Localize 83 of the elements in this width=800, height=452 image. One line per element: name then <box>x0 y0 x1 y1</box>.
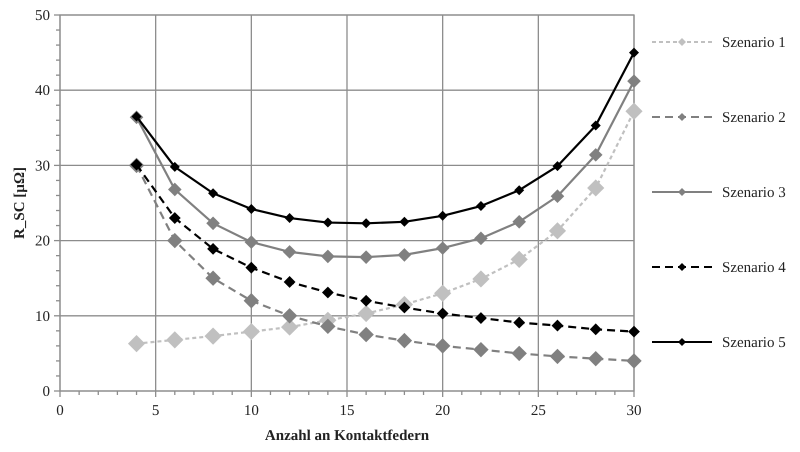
x-tick-label: 15 <box>340 403 354 419</box>
point <box>436 241 450 255</box>
point <box>398 302 410 314</box>
point <box>590 120 601 131</box>
point <box>472 270 490 288</box>
point <box>398 248 412 262</box>
point <box>207 242 219 255</box>
point <box>550 189 564 204</box>
y-tick-label: 30 <box>35 158 50 174</box>
point <box>588 350 604 366</box>
point <box>552 161 562 172</box>
point <box>590 323 602 336</box>
point <box>284 213 295 224</box>
point <box>245 262 258 274</box>
legend-label: Szenario 5 <box>722 335 786 351</box>
legend-label: Szenario 3 <box>722 185 786 201</box>
legend-label: Szenario 1 <box>722 35 786 51</box>
point <box>510 250 528 268</box>
point <box>512 215 526 229</box>
point <box>322 218 333 228</box>
point <box>321 250 335 264</box>
point <box>434 284 452 302</box>
point <box>550 348 566 364</box>
point <box>205 270 221 286</box>
point <box>438 210 448 221</box>
point <box>358 304 375 322</box>
point <box>168 212 181 224</box>
x-tick-label: 10 <box>244 403 259 419</box>
point <box>170 162 180 172</box>
point <box>322 286 334 298</box>
point <box>360 294 372 307</box>
point <box>128 335 146 352</box>
y-tick-label: 10 <box>35 308 50 325</box>
point <box>282 245 296 259</box>
x-tick-label: 20 <box>435 403 450 419</box>
point <box>434 338 450 354</box>
point <box>246 204 256 214</box>
point <box>587 179 604 197</box>
point <box>167 232 182 248</box>
point <box>361 218 372 228</box>
point <box>206 216 220 230</box>
point <box>475 312 487 324</box>
point <box>473 342 489 358</box>
point <box>399 216 410 227</box>
point <box>628 326 640 338</box>
point <box>474 232 488 246</box>
point <box>282 308 298 324</box>
x-tick-label: 0 <box>56 403 64 419</box>
point <box>476 201 486 212</box>
point <box>284 276 296 288</box>
point <box>513 316 526 328</box>
x-tick-label: 5 <box>152 403 160 419</box>
point <box>629 48 639 58</box>
x-tick-label: 25 <box>530 403 546 419</box>
point <box>396 332 412 348</box>
x-tick-label: 30 <box>626 403 642 419</box>
y-axis-title: R_SC [µΩ] <box>12 167 28 239</box>
legend-label: Szenario 2 <box>722 110 786 126</box>
point <box>359 250 373 264</box>
point <box>552 320 564 332</box>
point <box>514 185 524 196</box>
point <box>168 182 182 196</box>
point <box>512 346 527 362</box>
point <box>208 188 218 198</box>
point <box>204 328 222 345</box>
point <box>627 74 641 88</box>
y-tick-label: 50 <box>35 8 50 24</box>
point <box>548 222 566 240</box>
x-axis-title: Anzahl an Kontaktfedern <box>264 428 430 444</box>
y-tick-label: 0 <box>42 384 50 400</box>
point <box>244 235 258 249</box>
point <box>320 318 336 334</box>
point <box>242 322 260 340</box>
point <box>358 326 374 342</box>
point <box>244 293 260 308</box>
point <box>588 148 603 162</box>
point <box>625 102 643 120</box>
y-tick-label: 20 <box>35 234 50 250</box>
point <box>626 353 642 369</box>
point <box>436 308 449 320</box>
y-tick-label: 40 <box>35 83 50 100</box>
legend-label: Szenario 4 <box>722 260 786 276</box>
point <box>166 331 184 348</box>
